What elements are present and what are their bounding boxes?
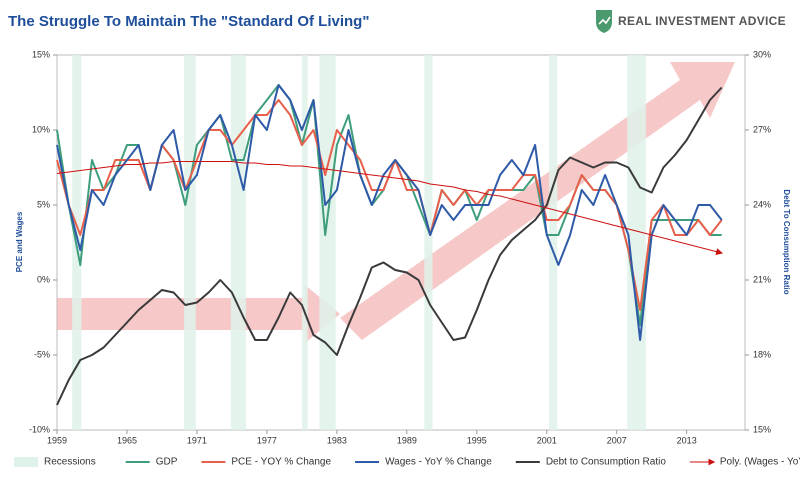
y2-tick-label: 15% bbox=[753, 424, 771, 434]
series-line bbox=[56, 161, 724, 255]
legend-label: PCE - YOY % Change bbox=[231, 457, 331, 468]
x-tick-label: 2007 bbox=[607, 435, 627, 445]
x-tick-label: 1995 bbox=[467, 435, 487, 445]
recession-band bbox=[549, 55, 558, 430]
recession-band bbox=[301, 55, 308, 430]
y-tick-label: 10% bbox=[32, 124, 50, 134]
y-tick-label: 15% bbox=[32, 49, 50, 59]
deco-arrow bbox=[340, 62, 735, 340]
series-line bbox=[56, 84, 723, 341]
chart-title: The Struggle To Maintain The "Standard O… bbox=[8, 13, 369, 30]
y2-tick-label: 18% bbox=[753, 349, 771, 359]
y2-tick-label: 24% bbox=[753, 199, 771, 209]
legend-swatch bbox=[14, 457, 38, 467]
y2-tick-label: 27% bbox=[753, 124, 771, 134]
x-tick-label: 1965 bbox=[117, 435, 137, 445]
legend: Recessions GDP PCE - YOY % Change Wages - Y… bbox=[14, 457, 800, 468]
recession-band bbox=[319, 55, 336, 430]
y-tick-label: 0% bbox=[37, 274, 50, 284]
recession-band bbox=[424, 55, 433, 430]
deco-arrow bbox=[57, 285, 340, 343]
x-tick-label: 1959 bbox=[47, 435, 67, 445]
logo-mark bbox=[598, 16, 611, 25]
y2-axis-label: Debt To Consumption Ratio bbox=[782, 189, 791, 294]
legend-label: Poly. (Wages - YoY % Change) bbox=[720, 457, 800, 468]
legend-label: Wages - YoY % Change bbox=[385, 457, 492, 468]
x-tick-label: 1971 bbox=[187, 435, 207, 445]
y-tick-label: 5% bbox=[37, 199, 50, 209]
x-tick-label: 2013 bbox=[677, 435, 697, 445]
recession-band bbox=[230, 55, 246, 430]
y2-tick-label: 21% bbox=[753, 274, 771, 284]
series-line bbox=[56, 86, 723, 406]
logo: REAL INVESTMENT ADVICE bbox=[596, 10, 786, 33]
recession-band bbox=[184, 55, 196, 430]
brand: REAL INVESTMENT ADVICE bbox=[618, 14, 786, 28]
x-tick-label: 1983 bbox=[327, 435, 347, 445]
x-tick-label: 1989 bbox=[397, 435, 417, 445]
legend-label: GDP bbox=[156, 457, 178, 468]
legend-label: Recessions bbox=[44, 457, 96, 468]
y2-tick-label: 30% bbox=[753, 49, 771, 59]
y-axis-label: PCE and Wages bbox=[15, 211, 24, 272]
y-tick-label: -10% bbox=[29, 424, 50, 434]
legend-label: Debt to Consumption Ratio bbox=[546, 457, 667, 468]
x-tick-label: 2001 bbox=[537, 435, 557, 445]
series-line bbox=[56, 99, 723, 311]
plot-frame bbox=[56, 54, 746, 431]
y-tick-label: -5% bbox=[34, 349, 50, 359]
x-tick-label: 1977 bbox=[257, 435, 277, 445]
